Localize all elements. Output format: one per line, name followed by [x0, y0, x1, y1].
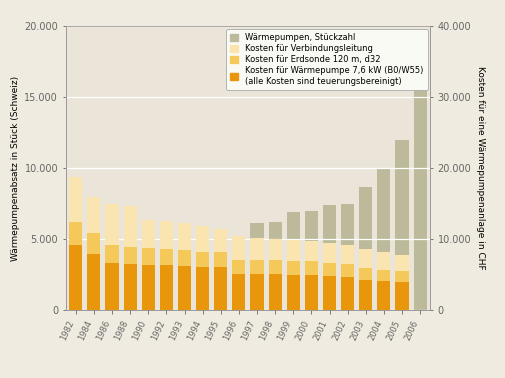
Bar [359, 280, 372, 310]
Bar [286, 275, 299, 310]
Bar [304, 262, 317, 275]
Bar [322, 205, 335, 310]
Bar [395, 140, 408, 310]
Bar [105, 245, 118, 263]
Bar [69, 245, 82, 310]
Bar [340, 245, 353, 264]
Bar [359, 187, 372, 310]
Bar [141, 265, 155, 310]
Bar [304, 211, 317, 310]
Bar [87, 233, 100, 254]
Bar [268, 274, 281, 310]
Bar [123, 247, 136, 264]
Bar [196, 252, 209, 267]
Bar [232, 274, 245, 310]
Bar [196, 226, 209, 252]
Bar [105, 204, 118, 245]
Bar [304, 240, 317, 262]
Bar [377, 168, 390, 310]
Legend: Wärmepumpen, Stückzahl, Kosten für Verbindungsleitung, Kosten für Erdsonde 120 m: Wärmepumpen, Stückzahl, Kosten für Verbi… [225, 29, 427, 90]
Bar [123, 206, 136, 247]
Bar [322, 243, 335, 263]
Bar [286, 212, 299, 310]
Bar [178, 266, 191, 310]
Bar [377, 252, 390, 270]
Bar [359, 249, 372, 268]
Bar [69, 177, 82, 222]
Bar [160, 265, 173, 310]
Bar [214, 229, 227, 252]
Y-axis label: Wärmepumpenabsatz in Stück (Schweiz): Wärmepumpenabsatz in Stück (Schweiz) [11, 76, 20, 261]
Bar [69, 290, 82, 310]
Bar [214, 252, 227, 267]
Bar [69, 222, 82, 245]
Bar [160, 274, 173, 310]
Bar [87, 197, 100, 234]
Bar [340, 264, 353, 277]
Bar [250, 223, 263, 310]
Bar [377, 281, 390, 310]
Bar [322, 263, 335, 276]
Bar [268, 260, 281, 274]
Bar [141, 220, 155, 248]
Bar [286, 240, 299, 261]
Bar [340, 277, 353, 310]
Bar [377, 270, 390, 281]
Bar [232, 236, 245, 310]
Bar [141, 248, 155, 265]
Bar [250, 238, 263, 260]
Bar [232, 236, 245, 260]
Bar [395, 255, 408, 271]
Bar [286, 261, 299, 275]
Bar [413, 83, 426, 310]
Bar [340, 204, 353, 310]
Bar [196, 249, 209, 310]
Bar [87, 282, 100, 310]
Bar [359, 268, 372, 280]
Bar [214, 248, 227, 310]
Bar [395, 282, 408, 310]
Bar [178, 250, 191, 266]
Bar [105, 273, 118, 310]
Bar [395, 271, 408, 282]
Bar [178, 223, 191, 250]
Bar [105, 263, 118, 310]
Bar [304, 275, 317, 310]
Bar [250, 260, 263, 274]
Bar [123, 264, 136, 310]
Bar [232, 260, 245, 274]
Bar [196, 267, 209, 310]
Bar [268, 239, 281, 260]
Bar [214, 267, 227, 310]
Bar [160, 249, 173, 265]
Bar [123, 270, 136, 310]
Y-axis label: Kosten für eine Wärmepumpenanlage in CHF: Kosten für eine Wärmepumpenanlage in CHF [475, 67, 484, 270]
Bar [160, 221, 173, 249]
Bar [268, 222, 281, 310]
Bar [141, 277, 155, 310]
Bar [322, 276, 335, 310]
Bar [178, 263, 191, 310]
Bar [250, 274, 263, 310]
Bar [87, 254, 100, 310]
